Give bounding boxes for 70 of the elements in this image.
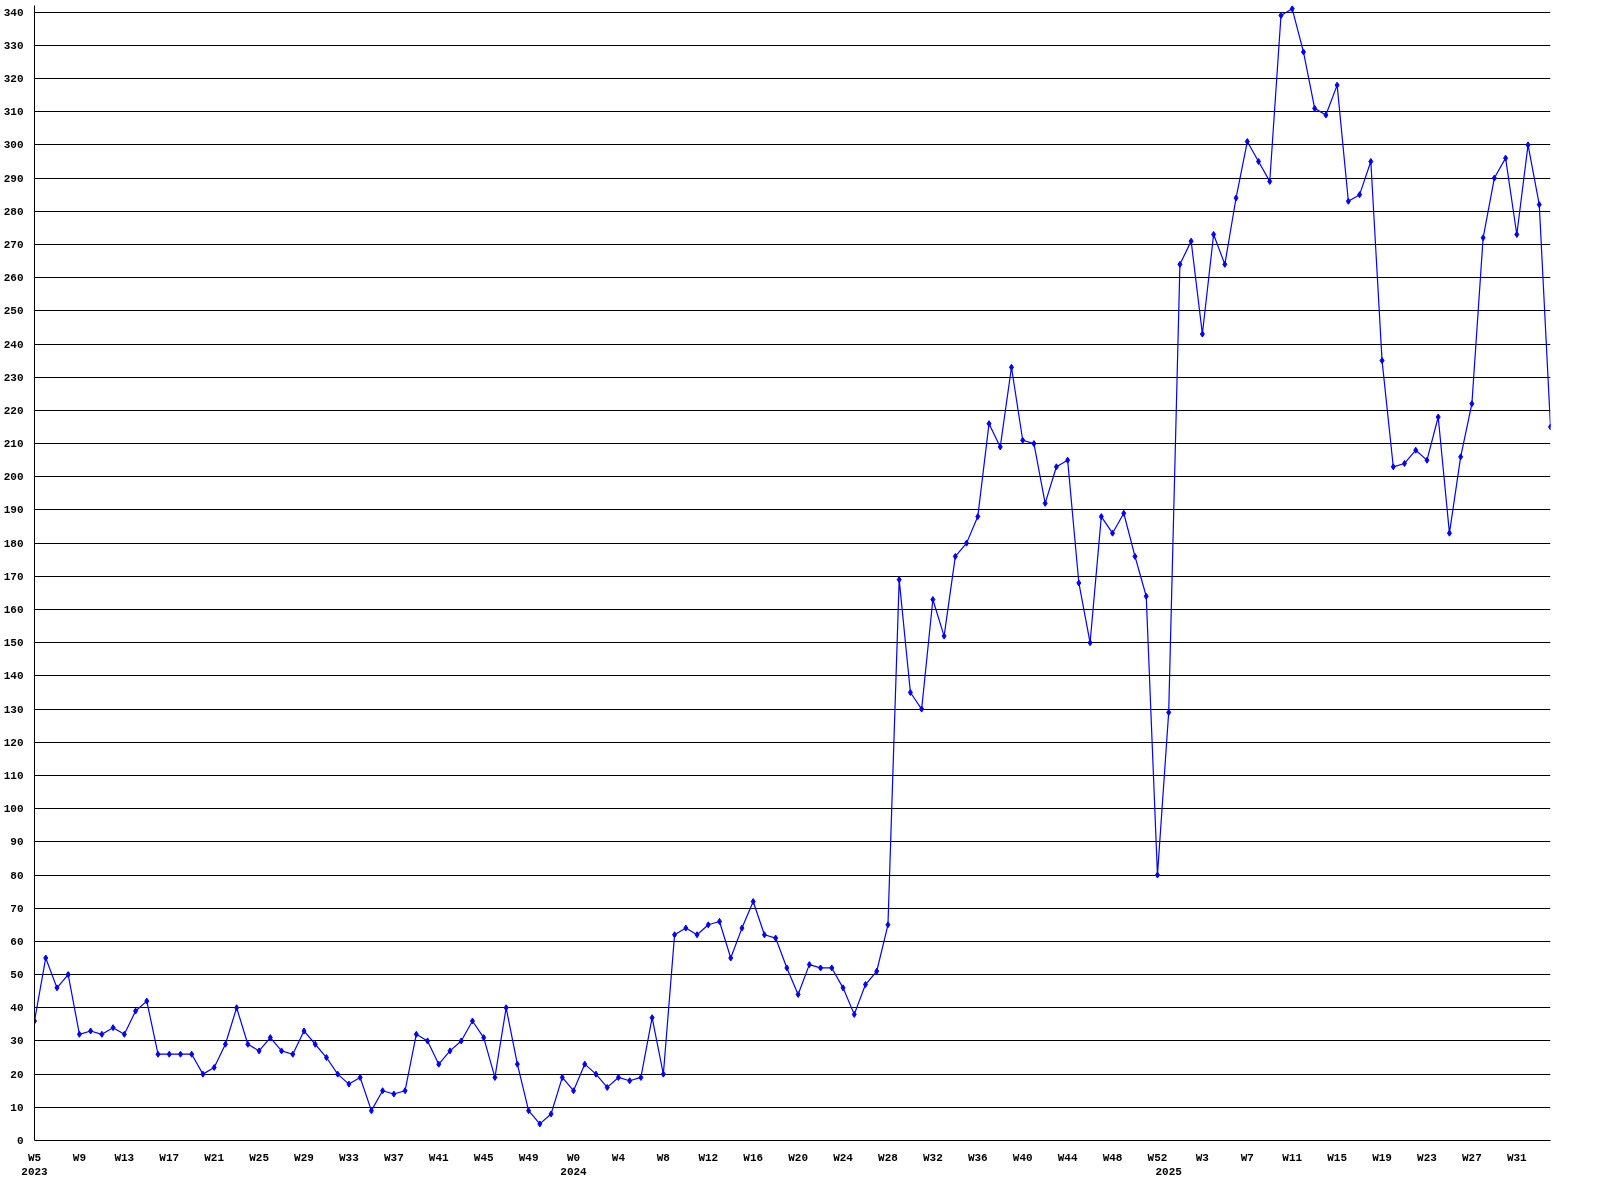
y-tick-label: 230 bbox=[3, 371, 24, 384]
x-tick-label: W8 bbox=[656, 1151, 671, 1164]
x-tick-label: W44 bbox=[1057, 1151, 1078, 1164]
x-tick-label: W19 bbox=[1372, 1151, 1392, 1164]
x-tick-label: W17 bbox=[159, 1151, 180, 1164]
y-tick-label: 310 bbox=[3, 106, 24, 119]
x-tick-label: W4 bbox=[611, 1151, 626, 1164]
x-tick-label: W3 bbox=[1195, 1151, 1210, 1164]
y-tick-label: 130 bbox=[3, 703, 24, 716]
x-tick-label: W24 bbox=[833, 1151, 854, 1164]
y-tick-label: 30 bbox=[10, 1035, 24, 1048]
x-tick-label: W13 bbox=[114, 1151, 135, 1164]
x-tick-label: W12 bbox=[698, 1151, 719, 1164]
x-tick-label: W21 bbox=[204, 1151, 225, 1164]
y-tick-label: 10 bbox=[10, 1101, 24, 1114]
x-tick-label: W49 bbox=[518, 1151, 539, 1164]
x-tick-label: W37 bbox=[383, 1151, 404, 1164]
y-tick-label: 140 bbox=[3, 670, 24, 683]
y-tick-label: 290 bbox=[3, 172, 24, 185]
x-tick-label: W16 bbox=[743, 1151, 764, 1164]
x-tick-label: W7 bbox=[1240, 1151, 1254, 1164]
y-tick-label: 50 bbox=[10, 969, 24, 982]
x-tick-label: W11 bbox=[1282, 1151, 1303, 1164]
y-tick-label: 270 bbox=[3, 238, 24, 251]
x-tick-label: W41 bbox=[428, 1151, 450, 1164]
y-tick-label: 260 bbox=[3, 272, 24, 285]
x-tick-label: W45 bbox=[473, 1151, 494, 1164]
x-tick-label: W36 bbox=[967, 1151, 988, 1164]
x-tick-label: W27 bbox=[1461, 1151, 1482, 1164]
x-tick-label: W5 2023 bbox=[21, 1151, 49, 1178]
y-tick-label: 280 bbox=[3, 205, 24, 218]
y-tick-label: 60 bbox=[10, 935, 24, 948]
y-tick-label: 110 bbox=[3, 769, 24, 782]
y-tick-label: 120 bbox=[3, 736, 24, 749]
y-tick-label: 150 bbox=[3, 637, 24, 650]
y-tick-label: 240 bbox=[3, 338, 24, 351]
x-tick-label: W28 bbox=[878, 1151, 899, 1164]
x-tick-label: W0 2024 bbox=[560, 1151, 588, 1178]
y-tick-label: 250 bbox=[3, 305, 24, 318]
y-tick-label: 80 bbox=[10, 869, 24, 882]
x-tick-label: W23 bbox=[1417, 1151, 1438, 1164]
x-tick-label: W33 bbox=[339, 1151, 360, 1164]
y-tick-label: 100 bbox=[3, 803, 24, 816]
y-tick-label: 170 bbox=[3, 570, 24, 583]
y-tick-label: 0 bbox=[16, 1135, 24, 1147]
y-tick-label: 200 bbox=[3, 471, 24, 484]
y-tick-label: 320 bbox=[3, 73, 24, 86]
y-tick-label: 190 bbox=[3, 504, 24, 517]
y-tick-label: 40 bbox=[10, 1002, 24, 1015]
y-tick-label: 210 bbox=[3, 438, 24, 451]
y-tick-label: 160 bbox=[3, 604, 24, 617]
x-tick-label: W52 bbox=[1147, 1151, 1168, 1164]
x-tick-label: W15 bbox=[1327, 1151, 1348, 1164]
y-tick-label: 70 bbox=[10, 902, 24, 915]
x-tick-label: W29 bbox=[294, 1151, 314, 1164]
x-tick-label: W9 bbox=[72, 1151, 87, 1164]
x-tick-label: W20 bbox=[788, 1151, 809, 1164]
y-tick-label: 20 bbox=[10, 1068, 24, 1081]
y-tick-label: 330 bbox=[3, 39, 24, 52]
y-tick-label: 300 bbox=[3, 139, 24, 152]
y-tick-label: 340 bbox=[3, 6, 24, 19]
x-tick-label: W40 bbox=[1012, 1151, 1033, 1164]
y-tick-label: 90 bbox=[10, 836, 24, 849]
x-tick-label: W25 bbox=[249, 1151, 270, 1164]
x-tick-label: W48 bbox=[1102, 1151, 1123, 1164]
y-tick-label: 220 bbox=[3, 404, 24, 417]
x-tick-label: W31 bbox=[1506, 1151, 1528, 1164]
y-tick-label: 180 bbox=[3, 537, 24, 550]
x-tick-label: W32 bbox=[922, 1151, 943, 1164]
x-tick-label: 2025 bbox=[1155, 1165, 1183, 1178]
